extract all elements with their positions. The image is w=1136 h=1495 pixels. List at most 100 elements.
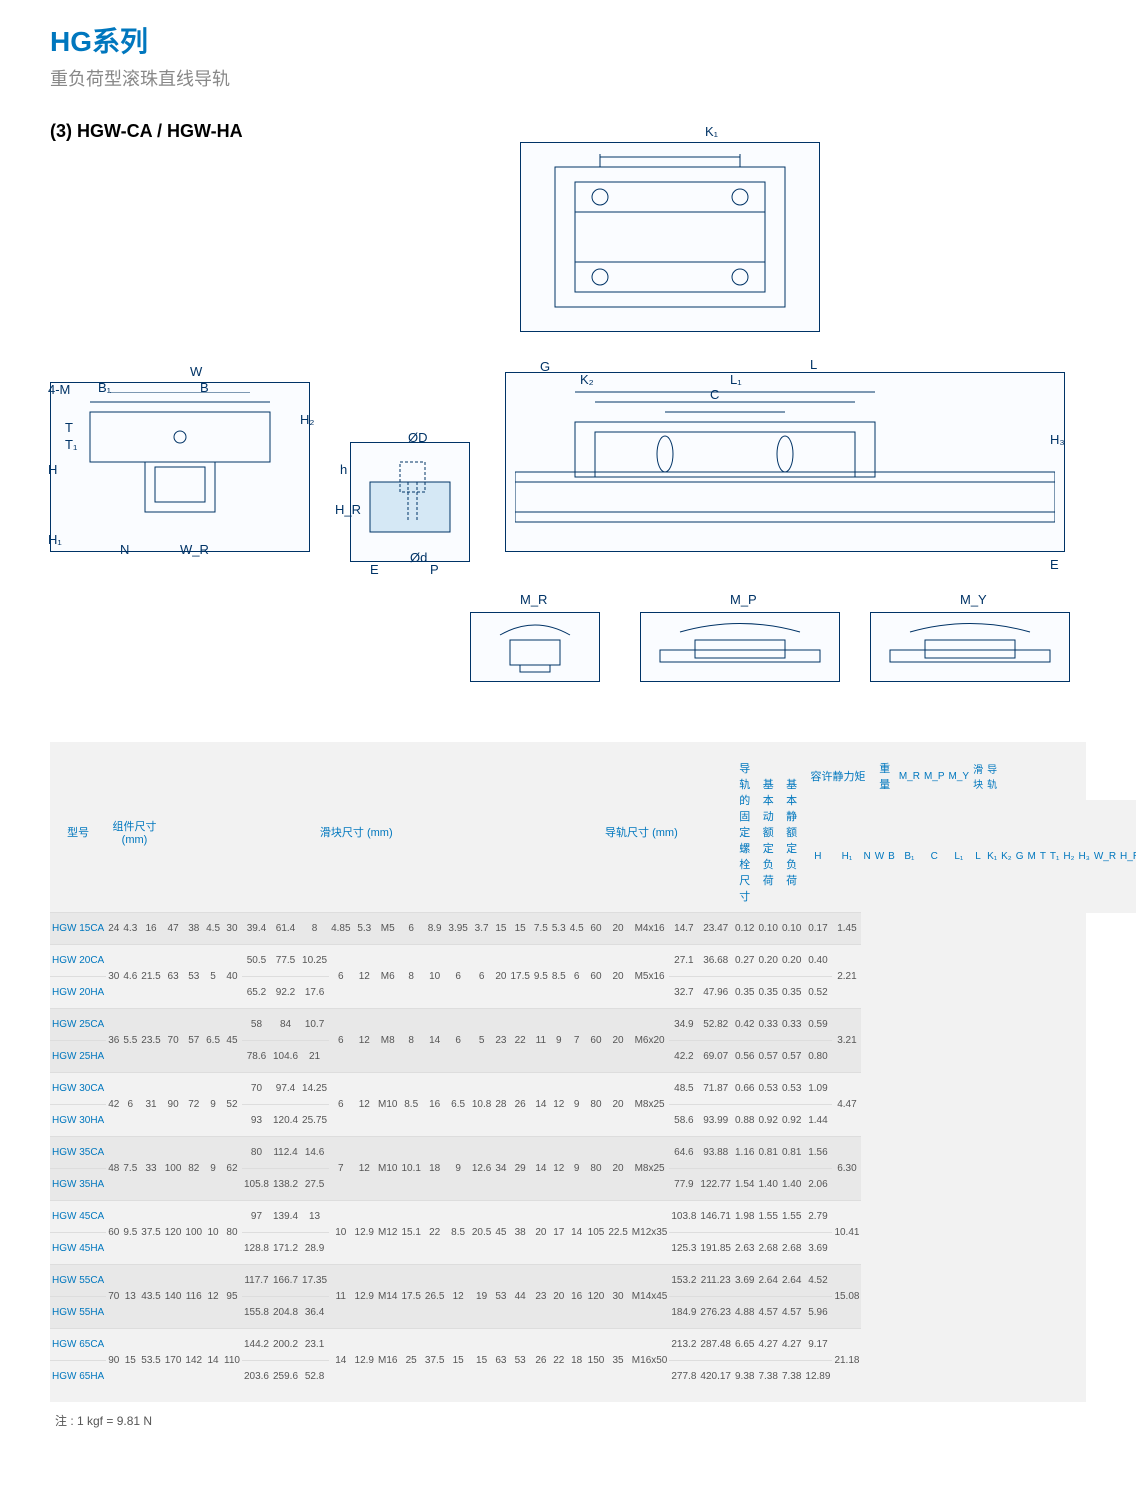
data-cell: 78.6 [242, 1041, 271, 1073]
data-cell: 120.4 [271, 1105, 300, 1137]
data-cell: 26.5 [423, 1265, 446, 1329]
data-cell: 4.27 [780, 1329, 803, 1361]
data-cell: 6 [329, 1009, 352, 1073]
data-cell: 2.21 [832, 945, 861, 1009]
data-cell: 27.1 [669, 945, 698, 977]
label-K2: K₂ [580, 372, 594, 387]
model-cell: HGW 35CA [50, 1137, 106, 1169]
data-cell: 21 [300, 1041, 329, 1073]
data-cell: 10.7 [300, 1009, 329, 1041]
data-cell: 45 [493, 1201, 508, 1265]
col-header: M [1025, 800, 1037, 913]
data-cell: 12.6 [470, 1137, 493, 1201]
data-cell: 60 [106, 1201, 121, 1265]
data-cell: 20 [550, 1265, 568, 1329]
data-cell: 69.07 [698, 1041, 733, 1073]
group-header: 重量 [873, 752, 897, 800]
col-header: K₂ [999, 800, 1014, 913]
data-cell: 0.33 [780, 1009, 803, 1041]
data-cell: 32.7 [669, 977, 698, 1009]
model-cell: HGW 65CA [50, 1329, 106, 1361]
data-cell: 38 [508, 1201, 531, 1265]
data-cell: M10 [376, 1137, 399, 1201]
data-cell: 8 [399, 1009, 422, 1073]
data-cell: 9.5 [532, 945, 550, 1009]
data-cell: 9.17 [803, 1329, 832, 1361]
my-svg [880, 620, 1060, 675]
data-cell: 112.4 [271, 1137, 300, 1169]
data-cell: 84 [271, 1009, 300, 1041]
data-cell: 16 [423, 1073, 446, 1137]
data-cell: 30 [222, 913, 242, 945]
data-cell: 12 [550, 1137, 568, 1201]
footnote: 注 : 1 kgf = 9.81 N [50, 1412, 1086, 1429]
data-cell: 97 [242, 1201, 271, 1233]
data-cell: 53 [183, 945, 204, 1009]
table-row: HGW 55CA701343.51401161295117.7166.717.3… [50, 1265, 1136, 1297]
data-cell: 9 [568, 1137, 586, 1201]
data-cell: 1.98 [733, 1201, 756, 1233]
label-E: E [370, 562, 379, 577]
label-H2: H₂ [300, 412, 314, 427]
data-cell: 100 [163, 1137, 184, 1201]
data-cell: M16 [376, 1329, 399, 1393]
data-cell: 116 [183, 1265, 204, 1329]
label-N: N [120, 542, 129, 557]
data-cell: 80 [586, 1073, 607, 1137]
table-row: HGW 35CA487.5331008296280112.414.6712M10… [50, 1137, 1136, 1169]
col-header: W_R [1092, 800, 1118, 913]
label-4M: 4-M [48, 382, 70, 397]
label-W: W [190, 364, 202, 379]
data-cell: 17 [550, 1201, 568, 1265]
data-cell: 0.35 [756, 977, 779, 1009]
data-cell: 39.4 [242, 913, 271, 945]
data-cell: 0.40 [803, 945, 832, 977]
data-cell: M8x25 [630, 1073, 670, 1137]
data-cell: 37.5 [423, 1329, 446, 1393]
data-cell: 144.2 [242, 1329, 271, 1361]
data-cell: 12.89 [803, 1361, 832, 1393]
data-cell: 4.47 [832, 1073, 861, 1137]
data-cell: 12 [204, 1265, 222, 1329]
data-cell: 150 [586, 1329, 607, 1393]
data-cell: 138.2 [271, 1169, 300, 1201]
data-cell: 42 [106, 1073, 121, 1137]
data-cell: 4.6 [121, 945, 139, 1009]
sub-header: M_P [922, 752, 947, 800]
data-cell: 17.35 [300, 1265, 329, 1297]
data-cell: 31 [139, 1073, 162, 1137]
data-cell: 12 [446, 1265, 469, 1329]
data-cell: 4.3 [121, 913, 139, 945]
data-cell: 25 [399, 1329, 422, 1393]
data-cell: 2.64 [780, 1265, 803, 1297]
data-cell: 0.92 [756, 1105, 779, 1137]
data-cell: 6.65 [733, 1329, 756, 1361]
data-cell: 8.5 [399, 1073, 422, 1137]
data-cell: 6 [568, 945, 586, 1009]
label-C: C [710, 387, 719, 402]
model-cell: HGW 25HA [50, 1041, 106, 1073]
cs-svg [60, 392, 300, 542]
data-cell: 0.56 [733, 1041, 756, 1073]
data-cell: 13 [300, 1201, 329, 1233]
data-cell: 14 [532, 1073, 550, 1137]
data-cell: 90 [106, 1329, 121, 1393]
data-cell: 5.3 [550, 913, 568, 945]
data-cell: 4.85 [329, 913, 352, 945]
data-cell: 6.30 [832, 1137, 861, 1201]
data-cell: 1.56 [803, 1137, 832, 1169]
data-cell: M8 [376, 1009, 399, 1073]
col-header: G [1014, 800, 1026, 913]
data-cell: 20 [606, 913, 629, 945]
data-cell: 170 [163, 1329, 184, 1393]
data-cell: 5 [470, 1009, 493, 1073]
data-cell: 117.7 [242, 1265, 271, 1297]
data-cell: 14.25 [300, 1073, 329, 1105]
data-cell: 34.9 [669, 1009, 698, 1041]
data-cell: 0.10 [756, 913, 779, 945]
data-cell: 104.6 [271, 1041, 300, 1073]
group-header: 容许静力矩 [803, 752, 872, 800]
data-cell: 14 [204, 1329, 222, 1393]
data-cell: 1.55 [756, 1201, 779, 1233]
data-cell: 10.8 [470, 1073, 493, 1137]
